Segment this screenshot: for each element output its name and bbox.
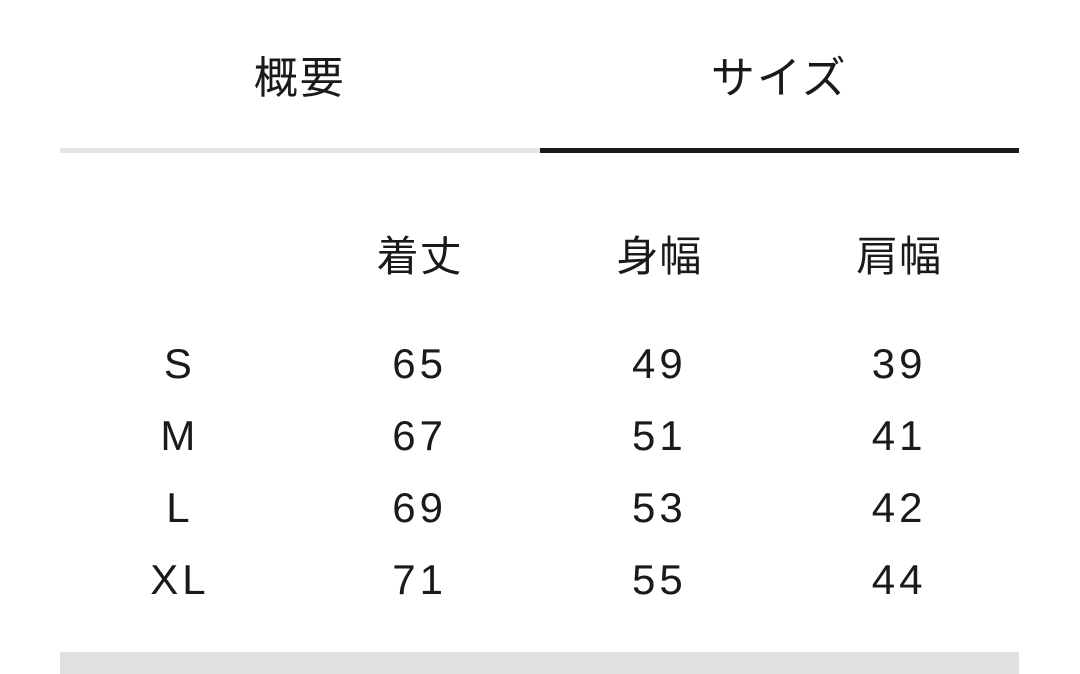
tab-size[interactable]: サイズ: [539, 0, 1019, 153]
value-cell: 41: [871, 412, 927, 459]
section-divider: [60, 652, 1019, 674]
size-label: S: [163, 340, 196, 387]
value-cell: 51: [632, 412, 687, 459]
tab-overview[interactable]: 概要: [60, 0, 540, 153]
value-cell: 53: [632, 484, 687, 531]
table-row-m: M 67 51 41: [60, 400, 1019, 472]
value-cell: 44: [871, 556, 927, 603]
tab-size-label: サイズ: [710, 54, 848, 103]
column-header-body-width: 身幅: [616, 232, 703, 280]
size-label: L: [166, 484, 194, 531]
tab-bar: 概要 サイズ: [60, 0, 1019, 153]
size-table-header-row: 着丈 身幅 肩幅: [60, 217, 1019, 289]
column-header-shoulder-width: 肩幅: [856, 232, 943, 280]
table-row-xl: XL 71 55 44: [60, 544, 1019, 616]
value-cell: 39: [871, 340, 927, 387]
value-cell: 69: [392, 484, 447, 531]
value-cell: 67: [392, 412, 447, 459]
size-label: XL: [150, 556, 210, 603]
size-label: M: [160, 412, 200, 459]
value-cell: 71: [392, 556, 447, 603]
column-header-blank: [60, 217, 300, 289]
column-header-length: 着丈: [376, 232, 463, 280]
table-row-l: L 69 53 42: [60, 472, 1019, 544]
value-cell: 65: [392, 340, 447, 387]
value-cell: 49: [632, 340, 687, 387]
tab-overview-label: 概要: [253, 54, 346, 103]
table-row-s: S 65 49 39: [60, 328, 1019, 400]
value-cell: 42: [871, 484, 927, 531]
value-cell: 55: [632, 556, 687, 603]
size-table: 着丈 身幅 肩幅 S 65 49 39 M 67 51 41 L 69 53 4…: [60, 217, 1019, 616]
